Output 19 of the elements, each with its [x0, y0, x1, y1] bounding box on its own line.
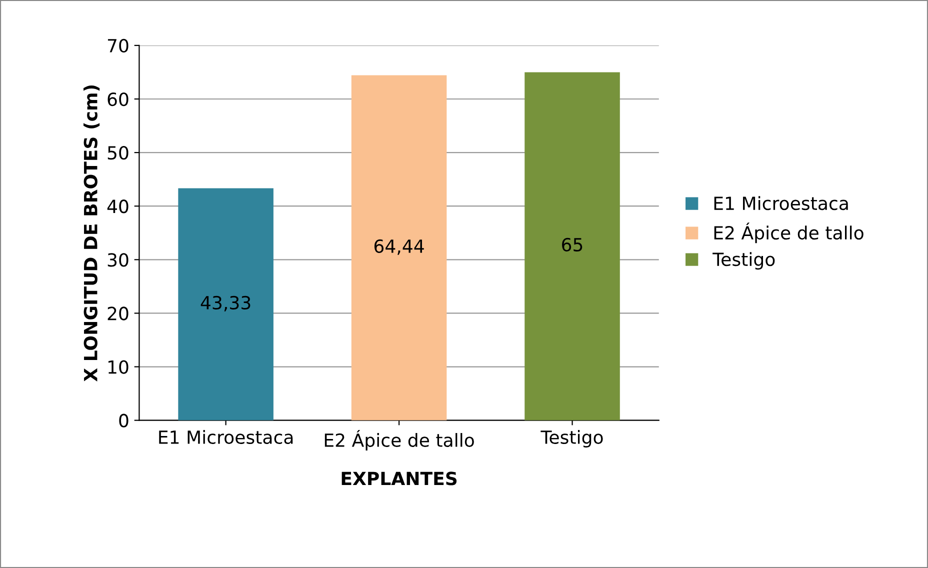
legend-label: Testigo — [712, 252, 775, 270]
y-tick-label: 70 — [108, 38, 128, 53]
y-tick-label: 50 — [108, 146, 128, 160]
x-tick-label: E2 Ápice de tallo — [324, 430, 474, 450]
x-tick-label: Testigo — [540, 430, 603, 448]
x-axis-title: EXPLANTES — [342, 472, 457, 486]
y-axis-title: X LONGITUD DE BROTES (cm) — [83, 85, 100, 382]
data-label: 64,44 — [374, 239, 424, 255]
legend-label: E2 Ápice de tallo — [714, 222, 864, 244]
y-tick-label: 30 — [108, 253, 128, 267]
y-tick-label: 40 — [107, 200, 128, 214]
data-label: 43,33 — [200, 296, 250, 312]
y-tick-label: 60 — [108, 92, 128, 106]
y-tick-label: 20 — [108, 306, 128, 320]
legend-label: E1 Microestaca — [714, 196, 848, 210]
y-tick-label: 0 — [119, 414, 128, 428]
data-label: 65 — [562, 238, 582, 252]
y-tick-label: 10 — [108, 360, 128, 374]
x-tick-label: E1 Microestaca — [159, 430, 293, 444]
